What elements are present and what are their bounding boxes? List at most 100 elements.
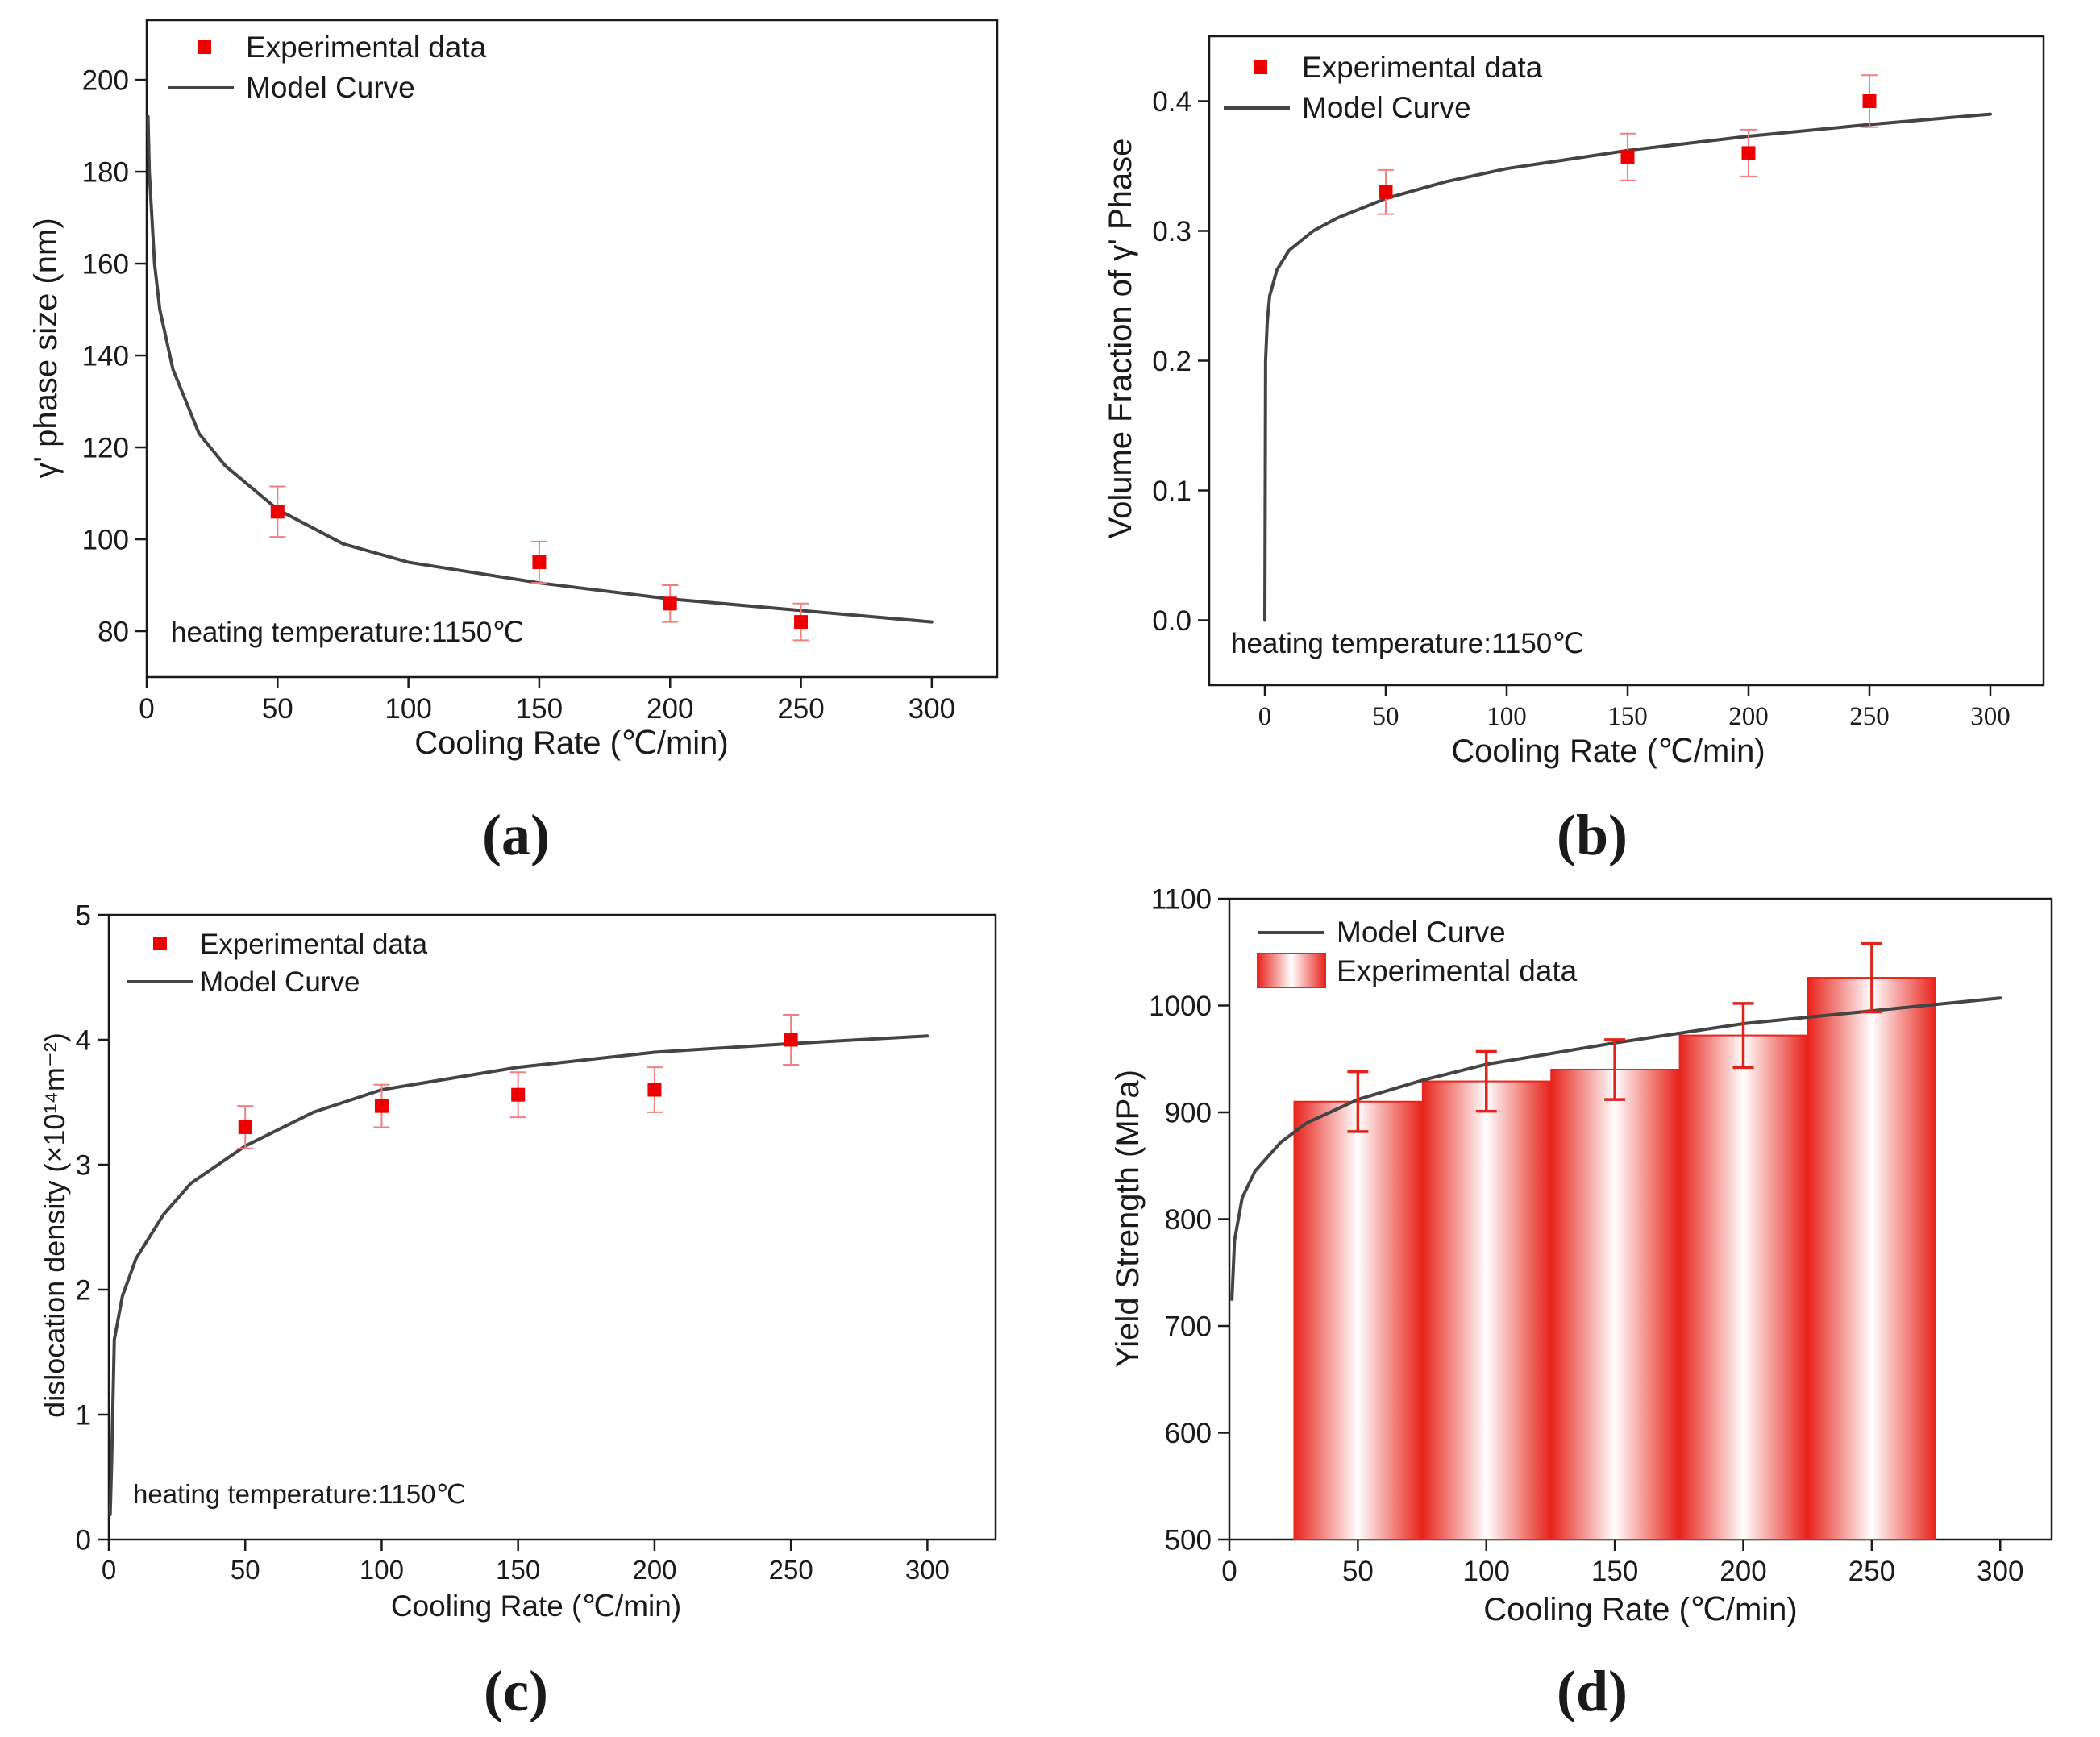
y-axis-label: Volume Fraction of γ' Phase	[1103, 139, 1138, 539]
y-tick-label: 0.1	[1152, 476, 1191, 507]
x-tick-label: 250	[1849, 702, 1890, 731]
x-tick-label: 50	[262, 693, 293, 725]
x-axis-label: Cooling Rate (℃/min)	[391, 1589, 681, 1623]
marks	[108, 1014, 929, 1516]
error-bar	[1347, 1070, 1369, 1133]
x-axis: 0 50 100 150 200 250 300	[102, 1540, 950, 1585]
x-tick-label: 200	[647, 693, 693, 725]
legend: Experimental data Model Curve	[127, 929, 428, 998]
y-tick-label: 0.4	[1152, 86, 1191, 118]
legend: Model Curve Experimental data	[1257, 916, 1578, 988]
x-tick-label: 50	[1373, 702, 1399, 731]
data-point	[374, 1099, 389, 1113]
x-axis-label: Cooling Rate (℃/min)	[414, 725, 729, 761]
y-tick-label: 5	[76, 900, 91, 932]
legend-marker-experimental	[1254, 60, 1267, 74]
marks	[1263, 74, 1992, 622]
data-point	[238, 1120, 252, 1134]
model-curve-line	[108, 1034, 929, 1516]
y-axis: 500 600 700 800 900 1000 1100	[1149, 884, 1229, 1556]
y-tick-label: 0.2	[1152, 346, 1191, 377]
data-point	[532, 555, 547, 570]
y-axis-label: Yield Strength (MPa)	[1110, 1070, 1146, 1368]
x-tick-label: 100	[360, 1555, 404, 1585]
model-curve-line	[1263, 112, 1992, 622]
data-point	[511, 1087, 526, 1102]
y-tick-label: 0	[76, 1525, 91, 1556]
legend: Experimental data Model Curve	[1224, 51, 1543, 124]
data-point	[1862, 94, 1877, 108]
x-tick-label: 100	[1487, 702, 1527, 731]
x-tick-label: 100	[385, 693, 431, 725]
y-axis: 80 100 120 140 160 180 200	[82, 65, 147, 648]
x-tick-label: 0	[139, 693, 154, 725]
annotation-heating-temperature: heating temperature:1150℃	[171, 617, 524, 648]
x-axis-label: Cooling Rate (℃/min)	[1483, 1592, 1798, 1627]
y-tick-label: 800	[1165, 1204, 1212, 1236]
data-point	[647, 1083, 662, 1097]
x-tick-label: 200	[1720, 1556, 1766, 1587]
panel-label: (a)	[482, 803, 550, 867]
legend-label-experimental: Experimental data	[1302, 51, 1543, 84]
bar	[1550, 1069, 1680, 1540]
x-tick-label: 300	[905, 1555, 950, 1585]
x-tick-label: 50	[231, 1555, 260, 1585]
y-tick-label: 900	[1165, 1098, 1212, 1129]
y-axis-label: dislocation density (×10¹⁴m⁻²)	[38, 1033, 71, 1418]
annotation-heating-temperature: heating temperature:1150℃	[1231, 628, 1584, 659]
x-axis: 0 50 100 150 200 250 300	[1258, 685, 2011, 731]
x-tick-label: 150	[1591, 1556, 1638, 1587]
legend-label-model: Model Curve	[1302, 91, 1471, 124]
y-axis-label: γ' phase size (nm)	[28, 218, 64, 478]
bar	[1807, 977, 1936, 1541]
data-point	[663, 596, 677, 611]
data-point	[270, 505, 285, 519]
chart-panel-a: 0 50 100 150 200 250 300 80100120140160180200 …	[28, 19, 999, 867]
y-tick-label: 600	[1165, 1418, 1212, 1449]
data-point	[1620, 150, 1635, 164]
y-tick-label: 700	[1165, 1311, 1212, 1343]
panel-label: (d)	[1557, 1659, 1628, 1723]
x-tick-label: 250	[777, 693, 824, 725]
legend-label-experimental: Experimental data	[246, 31, 487, 64]
x-tick-label: 150	[496, 1555, 540, 1585]
y-tick-label: 4	[76, 1025, 91, 1057]
panel-label: (c)	[484, 1659, 548, 1723]
x-axis-label: Cooling Rate (℃/min)	[1451, 733, 1765, 769]
annotation-heating-temperature: heating temperature:1150℃	[133, 1479, 466, 1509]
x-tick-label: 200	[1728, 702, 1769, 731]
legend-marker-experimental	[198, 40, 211, 54]
y-tick-label: 2	[76, 1275, 91, 1307]
data-point	[1741, 146, 1756, 160]
data-point	[784, 1033, 798, 1047]
x-tick-label: 200	[632, 1555, 676, 1585]
y-tick-label: 1100	[1151, 884, 1212, 916]
x-tick-label: 300	[909, 693, 955, 725]
x-tick-label: 150	[516, 693, 563, 725]
legend-label-model: Model Curve	[1337, 916, 1506, 949]
legend: Experimental data Model Curve	[168, 31, 487, 104]
bar	[1678, 1034, 1808, 1540]
error-bar	[1861, 941, 1882, 1014]
x-tick-label: 100	[1463, 1556, 1510, 1587]
x-tick-label: 150	[1607, 702, 1648, 731]
chart-panel-c: 0 50 100 150 200 250 300 0 1 2 3 4 5 Experimental d…	[38, 900, 997, 1723]
plot-frame	[107, 913, 997, 1541]
error-bar	[1475, 1049, 1497, 1113]
legend-swatch-experimental	[1257, 953, 1326, 988]
y-tick-label: 3	[76, 1150, 91, 1182]
x-tick-label: 300	[1977, 1556, 2023, 1587]
x-tick-label: 0	[1221, 1556, 1237, 1587]
data-point	[1379, 185, 1393, 199]
y-tick-label: 0.3	[1152, 216, 1191, 247]
y-tick-label: 0.0	[1152, 605, 1191, 637]
plot-frame	[145, 19, 999, 679]
panel-label: (b)	[1557, 803, 1628, 867]
marks	[146, 114, 934, 642]
y-tick-label: 80	[98, 617, 129, 648]
x-axis: 0 50 100 150 200 250 300	[139, 677, 955, 725]
x-tick-label: 50	[1342, 1556, 1374, 1587]
legend-label-model: Model Curve	[200, 966, 360, 998]
error-bar	[1732, 1002, 1754, 1070]
